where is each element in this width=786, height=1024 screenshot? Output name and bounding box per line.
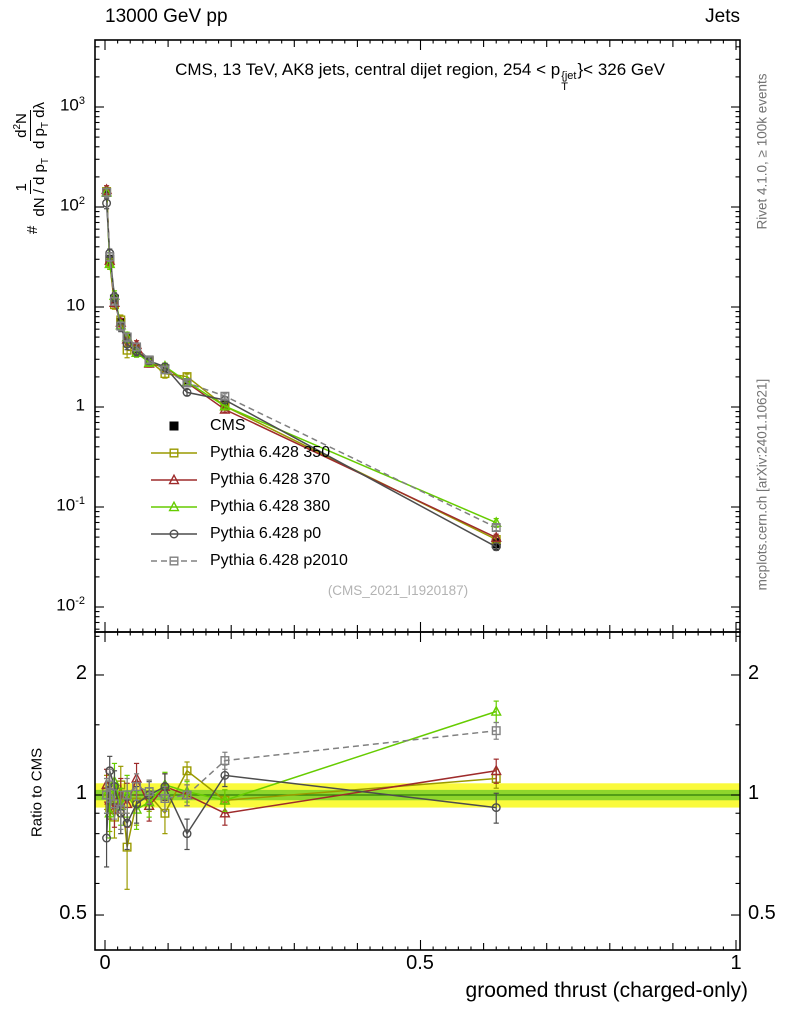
y-tick-label: 10-2 bbox=[56, 595, 85, 615]
ratio-tick-label-left: 1 bbox=[75, 782, 87, 804]
rivet-version-label: Rivet 4.1.0, ≥ 100k events bbox=[754, 73, 770, 230]
main-panel-series bbox=[101, 183, 502, 552]
legend-label: Pythia 6.428 p2010 bbox=[210, 551, 348, 569]
plot-title-text: CMS, 13 TeV, AK8 jets, central dijet reg… bbox=[175, 60, 561, 79]
legend-row-pythia-p2010: Pythia 6.428 p2010 bbox=[148, 547, 348, 574]
y-tick-label: 1 bbox=[75, 395, 85, 415]
legend-row-pythia-350: Pythia 6.428 350 bbox=[148, 439, 348, 466]
legend-marker-cms bbox=[169, 421, 179, 430]
legend-row-pythia-380: Pythia 6.428 380 bbox=[148, 493, 348, 520]
x-tick-label: 0 bbox=[99, 952, 111, 974]
ratio-tick-label-left: 0.5 bbox=[59, 902, 87, 924]
ratio-tick-label-right: 1 bbox=[748, 782, 760, 804]
ratio-tick-label-left: 2 bbox=[75, 662, 87, 684]
watermark-text: (CMS_2021_I1920187) bbox=[327, 583, 469, 598]
legend-marker-pythia-350 bbox=[151, 447, 197, 457]
plot-title: CMS, 13 TeV, AK8 jets, central dijet reg… bbox=[175, 60, 665, 93]
legend-label: Pythia 6.428 p0 bbox=[210, 524, 322, 542]
x-tick-label: 1 bbox=[730, 952, 742, 974]
beam-energy-label: 13000 GeV pp bbox=[105, 6, 228, 27]
legend-label: Pythia 6.428 350 bbox=[210, 443, 331, 461]
analysis-group-label: Jets bbox=[705, 6, 740, 27]
x-tick-label: 0.5 bbox=[406, 952, 434, 974]
y-tick-label: 10-1 bbox=[56, 495, 85, 515]
ratio-panel-frame bbox=[94, 631, 741, 951]
legend-row-pythia-370: Pythia 6.428 370 bbox=[148, 466, 348, 493]
legend-row-pythia-p0: Pythia 6.428 p0 bbox=[148, 520, 348, 547]
y-tick-label: 102 bbox=[59, 195, 85, 215]
ratio-tick-label-right: 2 bbox=[748, 662, 760, 684]
legend-marker-pythia-380 bbox=[151, 500, 197, 511]
ratio-tick-label-right: 0.5 bbox=[748, 902, 776, 924]
legend-label: Pythia 6.428 370 bbox=[210, 470, 331, 488]
legend-marker-pythia-p2010 bbox=[151, 555, 197, 565]
legend-row-cms: CMS bbox=[148, 412, 348, 439]
pt-jet-supsub: {jet T bbox=[561, 70, 577, 93]
x-axis-label: groomed thrust (charged-only) bbox=[465, 979, 748, 1002]
ratio-panel-series bbox=[101, 700, 502, 890]
y-tick-label: 10 bbox=[66, 295, 85, 315]
main-y-axis-label: # 1 dN / d pT d2N d pT dλ bbox=[12, 102, 52, 234]
mcplots-reference-label: mcplots.cern.ch [arXiv:2401.10621] bbox=[754, 378, 770, 591]
y-tick-label: 103 bbox=[59, 95, 85, 115]
legend: CMS Pythia 6.428 350 Pythia 6.428 370 Py… bbox=[148, 412, 348, 574]
legend-marker-pythia-p0 bbox=[151, 528, 197, 538]
legend-label: Pythia 6.428 380 bbox=[210, 497, 331, 515]
legend-marker-pythia-370 bbox=[151, 473, 197, 484]
legend-label: CMS bbox=[210, 416, 246, 434]
